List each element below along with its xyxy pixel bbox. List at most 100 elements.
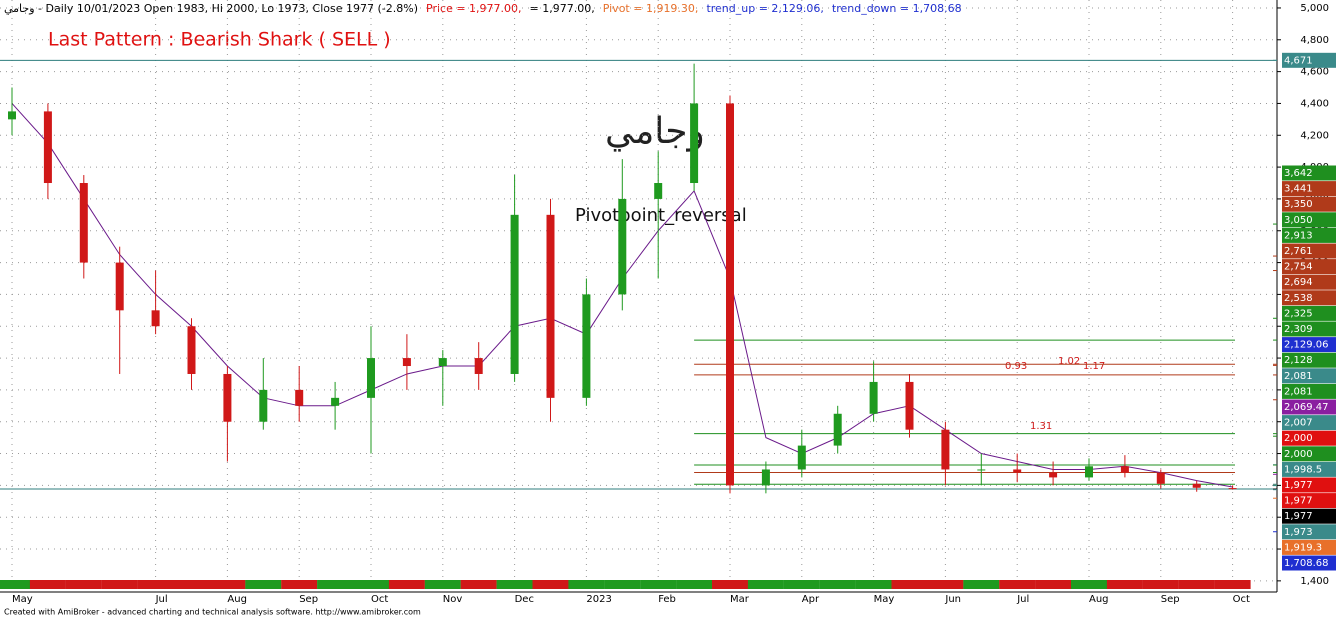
x-tick-label: Dec <box>515 594 534 605</box>
signal-strip <box>173 580 210 589</box>
x-tick-label: Feb <box>658 594 676 605</box>
price-badge-label: 2,309 <box>1284 324 1313 335</box>
price-badge <box>1282 290 1336 306</box>
price-badge <box>1282 52 1336 68</box>
price-badge-label: 3,050 <box>1284 215 1313 226</box>
candle-body <box>941 429 950 470</box>
x-tick-label: Aug <box>227 594 247 605</box>
signal-strip <box>855 580 892 589</box>
header-part: Price = 1,977.00, <box>426 2 522 15</box>
header-part: Pivot = 1,919.30, <box>603 2 699 15</box>
candle-body <box>295 389 304 406</box>
y-tick-label: 1,400 <box>1300 576 1329 587</box>
price-badge <box>1282 555 1336 571</box>
signal-strip <box>29 580 66 589</box>
price-badge <box>1282 305 1336 321</box>
price-badge <box>1282 352 1336 368</box>
price-badge <box>1282 415 1336 431</box>
price-badge-label: 1,919.3 <box>1284 542 1322 553</box>
price-badge-label: 2,007 <box>1284 418 1313 429</box>
candle-body <box>1085 466 1093 478</box>
price-badge-label: 1,977 <box>1284 480 1313 491</box>
signal-strip <box>245 580 282 589</box>
candle-body <box>654 183 663 199</box>
candle-body <box>438 358 447 367</box>
price-badge <box>1282 196 1336 212</box>
y-tick-label: 4,800 <box>1300 35 1329 46</box>
price-badge-label: 2,694 <box>1284 277 1313 288</box>
price-badge-label: 2,129.06 <box>1284 340 1329 351</box>
price-badge-label: 2,754 <box>1284 262 1313 273</box>
candle-body <box>1013 469 1022 473</box>
signal-strip <box>1214 580 1251 589</box>
price-badge <box>1282 181 1336 197</box>
candle-body <box>1120 466 1129 473</box>
pattern-label: 0.93 <box>1005 361 1027 372</box>
x-tick-label: Aug <box>1089 594 1109 605</box>
signal-strip <box>424 580 461 589</box>
price-badge <box>1282 227 1336 243</box>
signal-strip <box>532 580 569 589</box>
price-badge-label: 2,128 <box>1284 355 1313 366</box>
signal-strip <box>963 580 1000 589</box>
annotation: Pivotpoint_reversal <box>575 205 747 226</box>
signal-strip <box>353 580 389 589</box>
signal-strip <box>891 580 928 589</box>
x-tick-label: Sep <box>299 594 318 605</box>
price-badge <box>1282 430 1336 446</box>
candle-body <box>977 469 986 471</box>
price-badge-label: 4,671 <box>1284 55 1313 66</box>
pattern-title: Last Pattern : Bearish Shark ( SELL ) <box>48 29 391 51</box>
candle-body <box>905 381 914 430</box>
price-badge <box>1282 399 1336 415</box>
candle-body <box>1192 483 1201 488</box>
signal-strip <box>137 580 174 589</box>
y-tick-label: 5,000 <box>1300 3 1329 14</box>
pattern-label: 1.17 <box>1083 361 1105 372</box>
candle-body <box>1049 472 1058 478</box>
signal-strip <box>640 580 677 589</box>
candle-body <box>474 358 483 374</box>
signal-strip <box>568 580 605 589</box>
candle-body <box>690 103 699 184</box>
price-badge-label: 1,977 <box>1284 496 1313 507</box>
price-badge <box>1282 508 1336 524</box>
watermark: وجامي <box>605 111 705 152</box>
signal-strip <box>101 580 138 589</box>
price-badge-label: 1,977 <box>1284 511 1313 522</box>
price-badge-label: 2,069.47 <box>1284 402 1329 413</box>
price-badge <box>1282 461 1336 477</box>
price-badge-label: 1,998.5 <box>1284 464 1322 475</box>
price-badge-label: 2,081 <box>1284 386 1313 397</box>
signal-strip <box>65 580 102 589</box>
x-tick-label: Jul <box>1016 594 1029 605</box>
candle-body <box>8 111 16 120</box>
y-tick-label: 4,600 <box>1300 67 1329 78</box>
price-badge <box>1282 493 1336 509</box>
candle-body <box>510 214 519 374</box>
price-badge <box>1282 539 1336 555</box>
signal-strip <box>317 580 354 589</box>
candle-body <box>1156 472 1165 484</box>
candle-body <box>869 381 878 414</box>
price-badge <box>1282 243 1336 259</box>
price-badge <box>1282 259 1336 275</box>
price-badge <box>1282 524 1336 540</box>
candle-body <box>726 103 734 486</box>
signal-strip <box>676 580 713 589</box>
signal-strip <box>999 580 1036 589</box>
signal-strip <box>819 580 856 589</box>
price-badge <box>1282 368 1336 384</box>
x-tick-label: Oct <box>371 594 388 605</box>
candle-body <box>115 262 124 311</box>
price-badge-label: 2,000 <box>1284 433 1313 444</box>
y-tick-label: 4,200 <box>1300 130 1329 141</box>
candle-body <box>79 183 88 263</box>
price-badge <box>1282 337 1336 353</box>
candle-body <box>833 413 842 446</box>
price-badge-label: 1,973 <box>1284 527 1313 538</box>
signal-strip <box>783 580 820 589</box>
signal-strip <box>496 580 533 589</box>
signal-strip <box>1178 580 1215 589</box>
